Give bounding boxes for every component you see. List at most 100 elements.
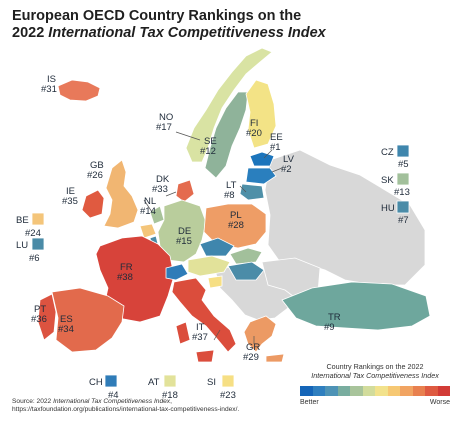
country-shape-NO bbox=[185, 47, 273, 163]
swatch-AT bbox=[163, 374, 177, 388]
label-rank-TR: #9 bbox=[324, 322, 335, 333]
source-suffix: , bbox=[170, 398, 172, 405]
callout-code-CH: CH bbox=[89, 377, 103, 388]
callout-rank-CZ: #5 bbox=[398, 159, 409, 170]
label-code-NO: NO bbox=[159, 112, 173, 123]
country-shape-IE bbox=[81, 189, 105, 219]
legend-swatch-2 bbox=[312, 386, 325, 396]
source-note: Source: 2022 International Tax Competiti… bbox=[12, 398, 312, 414]
callout-code-HU: HU bbox=[381, 203, 395, 214]
label-code-LT: LT bbox=[226, 180, 237, 191]
legend-swatch-6 bbox=[362, 386, 375, 396]
label-code-PL: PL bbox=[230, 210, 242, 221]
leader-line-IT bbox=[213, 329, 221, 341]
label-rank-IT: #37 bbox=[192, 332, 208, 343]
label-rank-PL: #28 bbox=[228, 220, 244, 231]
country-shape-GR bbox=[243, 315, 285, 363]
label-code-FR: FR bbox=[120, 262, 133, 273]
country-shape-ES bbox=[51, 287, 125, 353]
label-rank-NL: #14 bbox=[140, 206, 156, 217]
label-code-EE: EE bbox=[270, 132, 283, 143]
label-code-IE: IE bbox=[66, 186, 75, 197]
label-rank-GB: #26 bbox=[87, 170, 103, 181]
callout-rank-HU: #7 bbox=[398, 215, 409, 226]
legend-swatch-5 bbox=[350, 386, 363, 396]
label-rank-IE: #35 bbox=[62, 196, 78, 207]
callout-rank-AT: #18 bbox=[162, 390, 178, 401]
legend-swatch-9 bbox=[400, 386, 413, 396]
legend-swatch-12 bbox=[437, 386, 450, 396]
country-shape-CH bbox=[165, 263, 189, 281]
title-line-1: European OECD Country Rankings on the bbox=[12, 8, 302, 24]
country-shape-SK bbox=[229, 247, 263, 265]
label-code-SE: SE bbox=[204, 136, 217, 147]
source-line-1: Source: 2022 International Tax Competiti… bbox=[12, 398, 312, 406]
country-shape-FI bbox=[245, 79, 277, 149]
label-rank-FI: #20 bbox=[246, 128, 262, 139]
page-title: European OECD Country Rankings on the 20… bbox=[12, 8, 352, 42]
label-code-DE: DE bbox=[178, 226, 191, 237]
country-shape-DE bbox=[157, 199, 207, 263]
country-shape-EE bbox=[249, 151, 275, 167]
label-rank-FR: #38 bbox=[117, 272, 133, 283]
legend-swatch-3 bbox=[325, 386, 338, 396]
title-line-2-italic: International Tax Competitiveness Index bbox=[48, 25, 326, 41]
source-url: https://taxfoundation.org/publications/i… bbox=[12, 406, 240, 413]
label-code-TR: TR bbox=[328, 312, 341, 323]
country-shape-BE bbox=[139, 223, 157, 239]
callout-rank-SI: #23 bbox=[220, 390, 236, 401]
country-labels: IS #31 NO #17 SE #12 FI #20 EE #1 LV #2 … bbox=[31, 74, 341, 363]
leader-lines bbox=[143, 131, 283, 344]
legend: Country Rankings on the 2022 Internation… bbox=[300, 362, 450, 406]
callout-code-BE: BE bbox=[16, 215, 29, 226]
legend-title-line-2: International Tax Competitiveness Index bbox=[311, 371, 439, 380]
label-code-IS: IS bbox=[47, 74, 56, 85]
legend-swatch-7 bbox=[375, 386, 388, 396]
callout-code-SK: SK bbox=[381, 175, 394, 186]
country-shape-DK bbox=[175, 179, 195, 203]
title-line-2: 2022 International Tax Competitiveness I… bbox=[12, 25, 352, 42]
country-shape-SI bbox=[207, 275, 223, 289]
callout-code-LU: LU bbox=[16, 240, 28, 251]
swatch-CH bbox=[104, 374, 118, 388]
label-code-PT: PT bbox=[34, 304, 46, 315]
label-code-GB: GB bbox=[90, 160, 104, 171]
callout-rank-SK: #13 bbox=[394, 187, 410, 198]
swatch-SI bbox=[221, 374, 235, 388]
label-rank-GR: #29 bbox=[243, 352, 259, 363]
callout-code-CZ: CZ bbox=[381, 147, 394, 158]
legend-swatch-4 bbox=[337, 386, 350, 396]
source-prefix: Source: 2022 bbox=[12, 398, 54, 405]
legend-title-line-1: Country Rankings on the 2022 bbox=[326, 362, 424, 371]
label-rank-LV: #2 bbox=[281, 164, 292, 175]
callout-rank-BE: #24 bbox=[25, 228, 41, 239]
swatch-BE bbox=[31, 212, 45, 226]
label-code-NL: NL bbox=[144, 196, 156, 207]
country-shape-IT bbox=[171, 277, 237, 363]
country-shape-LT bbox=[239, 183, 265, 201]
label-rank-EE: #1 bbox=[270, 142, 281, 153]
source-italic: International Tax Competitiveness Index bbox=[53, 398, 171, 405]
country-shape-AT bbox=[187, 255, 231, 277]
country-shape-LV bbox=[245, 167, 277, 185]
legend-ends: Better Worse bbox=[300, 399, 450, 406]
label-rank-SE: #12 bbox=[200, 146, 216, 157]
legend-swatch-8 bbox=[387, 386, 400, 396]
swatch-LU bbox=[31, 237, 45, 251]
legend-worse-label: Worse bbox=[429, 399, 450, 406]
legend-swatch-10 bbox=[412, 386, 425, 396]
callout-swatches: CZ #5 SK #13 HU #7 BE #24 LU #6 CH #4 AT… bbox=[16, 144, 410, 401]
legend-color-scale bbox=[300, 386, 450, 396]
leader-line-EE bbox=[263, 149, 273, 159]
swatch-HU bbox=[396, 200, 410, 214]
country-shape-GB bbox=[103, 159, 139, 229]
country-shape-PL bbox=[203, 203, 267, 249]
country-shape-TR bbox=[281, 281, 431, 331]
swatch-CZ bbox=[396, 144, 410, 158]
leader-line-LT bbox=[239, 185, 247, 193]
label-rank-DK: #33 bbox=[152, 184, 168, 195]
country-shape-PT bbox=[37, 293, 57, 341]
label-code-IT: IT bbox=[196, 322, 205, 333]
